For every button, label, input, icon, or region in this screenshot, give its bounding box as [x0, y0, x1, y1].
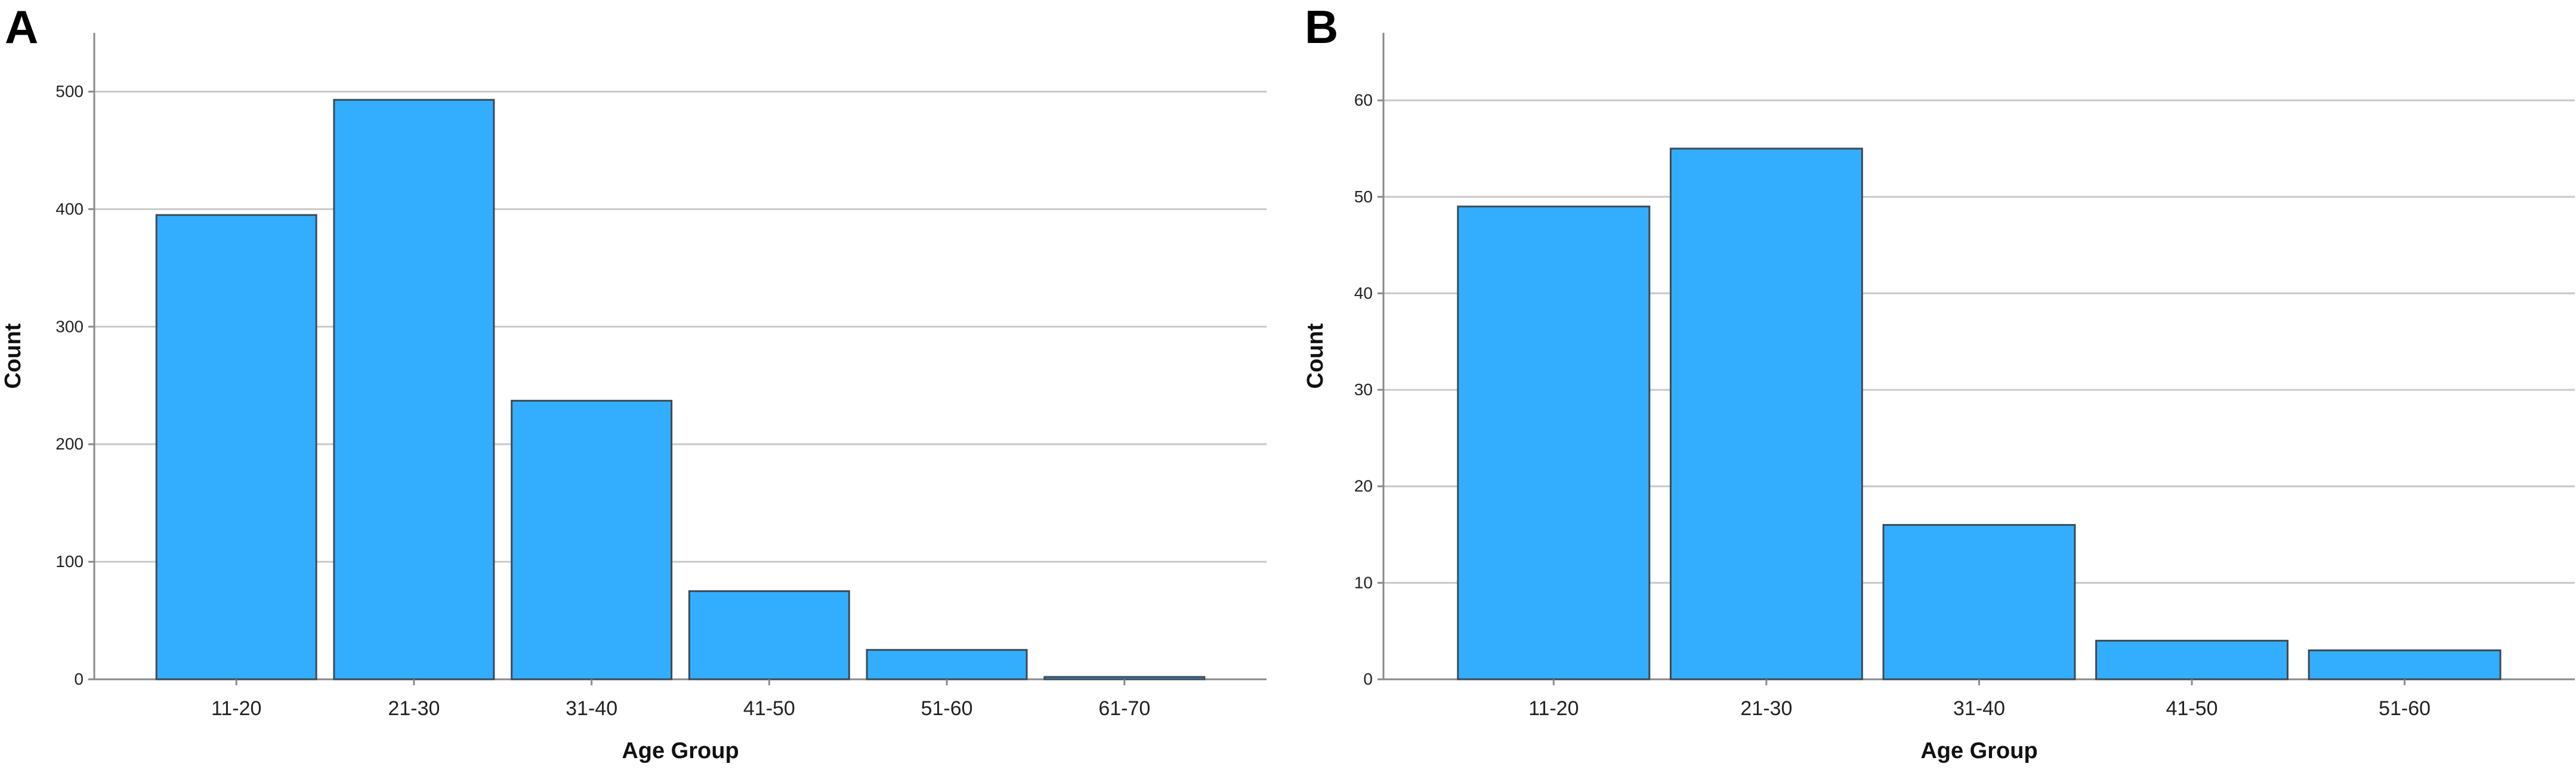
- x-tick-label: 41-50: [743, 697, 795, 720]
- x-tick-label: 11-20: [211, 697, 261, 720]
- y-tick-label: 60: [1354, 91, 1373, 109]
- y-tick-label: 0: [1363, 670, 1373, 688]
- bar-21-30: [333, 98, 495, 680]
- bar-21-30: [1669, 147, 1863, 680]
- y-tick-label: 0: [74, 670, 84, 688]
- y-tick-label: 40: [1354, 284, 1373, 302]
- chart-panel-b: B 0 10 20 30 40 50 60 11-20 21-30 31-40 41-50 51-60…: [1288, 0, 2576, 776]
- bar-chart-b: 0 10 20 30 40 50 60 11-20 21-30 31-40 41-50 51-60 Ag…: [1303, 33, 2575, 763]
- y-tick-label: 400: [55, 199, 84, 218]
- x-tick-label: 61-70: [1098, 697, 1150, 720]
- x-tick-label: 31-40: [566, 697, 617, 720]
- x-tick-label: 21-30: [388, 697, 440, 720]
- bar-31-40: [1882, 524, 2076, 680]
- chart-panel-a: A 0 100 200 300 400 500 11-20 21-30 31-40 41-50 51…: [1, 1, 1267, 763]
- y-axis-title: Count: [1, 323, 26, 389]
- y-axis-title: Count: [1303, 323, 1328, 389]
- x-axis-title: Age Group: [1920, 738, 2037, 763]
- y-tick-label: 50: [1354, 187, 1373, 206]
- y-tick-label: 200: [55, 435, 84, 453]
- x-tick-label: 11-20: [1528, 697, 1579, 720]
- y-tick-label: 300: [55, 317, 84, 335]
- bar-51-60: [2308, 649, 2501, 680]
- bar-chart-a: 0 100 200 300 400 500 11-20 21-30 31-40 41-50 51-6…: [1, 33, 1267, 763]
- y-tick-label: 500: [55, 82, 84, 100]
- x-tick-label: 51-60: [921, 697, 973, 720]
- x-tick-label: 21-30: [1740, 697, 1792, 720]
- bar-61-70: [1043, 676, 1206, 680]
- x-tick-label: 31-40: [1953, 697, 2005, 720]
- panel-label-a: A: [5, 1, 39, 53]
- bar-41-50: [2095, 639, 2289, 680]
- y-tick-label: 30: [1354, 380, 1373, 399]
- y-tick-label: 100: [55, 552, 84, 571]
- y-tick-label: 10: [1354, 573, 1373, 592]
- x-axis-title: Age Group: [622, 738, 739, 763]
- x-tick-label: 51-60: [2379, 697, 2430, 720]
- x-tick-label: 41-50: [2166, 697, 2218, 720]
- bar-31-40: [511, 399, 673, 680]
- bar-11-20: [155, 214, 317, 680]
- panel-label-b: B: [1305, 1, 1339, 53]
- y-tick-label: 20: [1354, 477, 1373, 495]
- bar-51-60: [866, 649, 1028, 680]
- bar-11-20: [1457, 205, 1651, 680]
- bar-41-50: [688, 590, 850, 680]
